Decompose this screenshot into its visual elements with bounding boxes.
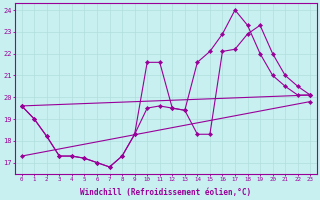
X-axis label: Windchill (Refroidissement éolien,°C): Windchill (Refroidissement éolien,°C) <box>80 188 252 197</box>
